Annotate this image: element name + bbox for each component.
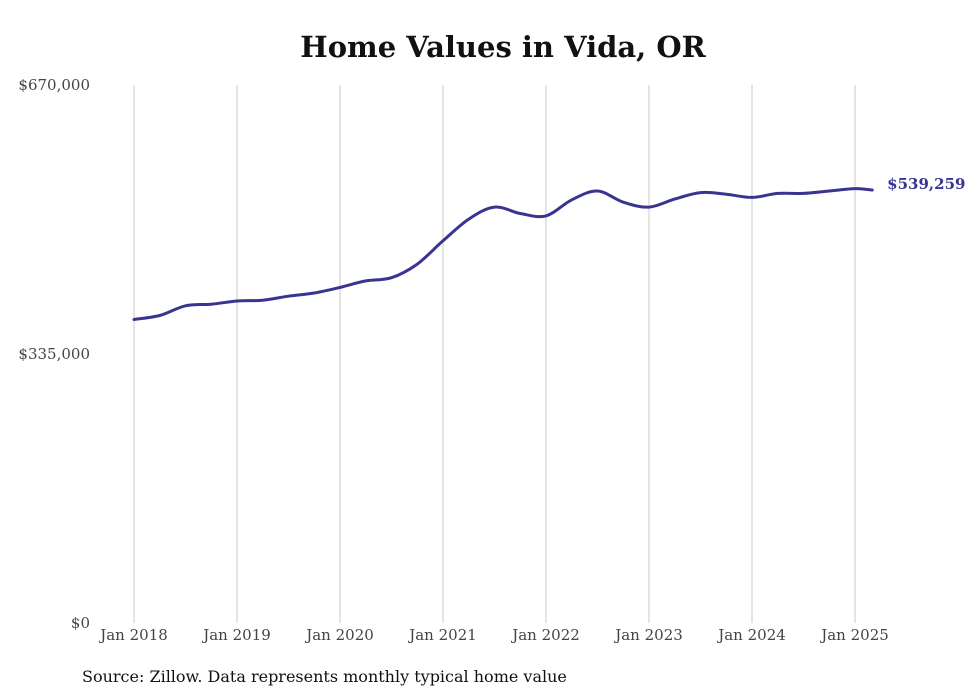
y-tick-labels: $0 $335,000 $670,000: [18, 76, 90, 632]
data-point: [519, 212, 522, 215]
data-point: [236, 300, 239, 303]
chart-title: Home Values in Vida, OR: [300, 30, 706, 64]
data-point: [339, 286, 342, 289]
data-point: [313, 291, 316, 294]
x-tick-label: Jan 2021: [407, 626, 477, 644]
data-point: [416, 263, 419, 266]
data-point: [210, 303, 213, 306]
data-point: [570, 198, 573, 201]
data-point: [364, 279, 367, 282]
series-group: $539,259: [132, 175, 965, 321]
end-value-label: $539,259: [887, 175, 965, 193]
series-line: [132, 187, 874, 321]
data-point: [828, 189, 831, 192]
x-tick-label: Jan 2020: [304, 626, 374, 644]
source-note: Source: Zillow. Data represents monthly …: [82, 667, 567, 686]
data-point: [596, 189, 599, 192]
data-point: [725, 193, 728, 196]
data-point: [854, 187, 857, 190]
data-point: [261, 299, 264, 302]
data-point: [802, 192, 805, 195]
x-gridlines: [133, 85, 856, 623]
x-tick-label: Jan 2025: [819, 626, 889, 644]
y-tick-label: $670,000: [18, 76, 90, 94]
data-point: [158, 314, 161, 317]
data-point: [871, 188, 874, 191]
x-tick-label: Jan 2018: [98, 626, 168, 644]
data-point: [545, 214, 548, 217]
y-tick-label: $335,000: [18, 345, 90, 363]
data-point: [133, 318, 136, 321]
x-tick-label: Jan 2019: [201, 626, 271, 644]
data-point: [776, 192, 779, 195]
data-point: [442, 239, 445, 242]
x-tick-labels: Jan 2018 Jan 2019 Jan 2020 Jan 2021 Jan 2022…: [98, 626, 889, 644]
data-point: [287, 295, 290, 298]
data-point: [493, 206, 496, 209]
data-point: [467, 218, 470, 221]
data-point: [648, 206, 651, 209]
data-point: [390, 276, 393, 279]
data-point: [622, 201, 625, 204]
data-point: [751, 196, 754, 199]
y-tick-label: $0: [71, 614, 90, 632]
data-point: [699, 191, 702, 194]
x-tick-label: Jan 2023: [613, 626, 683, 644]
x-tick-label: Jan 2024: [716, 626, 786, 644]
x-tick-label: Jan 2022: [510, 626, 580, 644]
data-point: [673, 198, 676, 201]
data-point: [184, 304, 187, 307]
